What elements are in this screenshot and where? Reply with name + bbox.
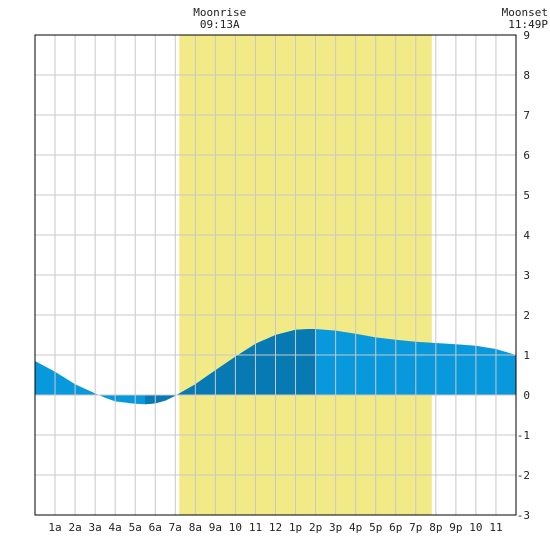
x-tick-label: 10 xyxy=(469,521,482,534)
y-tick-label: 6 xyxy=(523,149,530,162)
x-tick-label: 4p xyxy=(349,521,362,534)
x-tick-label: 2p xyxy=(309,521,322,534)
x-tick-label: 1p xyxy=(289,521,302,534)
grid-layer xyxy=(35,35,516,515)
plot-border xyxy=(34,34,517,516)
y-tick-label: 2 xyxy=(523,309,530,322)
x-tick-label: 8p xyxy=(429,521,442,534)
x-tick-label: 1a xyxy=(48,521,61,534)
x-tick-label: 10 xyxy=(229,521,242,534)
x-tick-label: 3a xyxy=(89,521,102,534)
x-tick-label: 9p xyxy=(449,521,462,534)
y-tick-label: -3 xyxy=(517,509,530,522)
x-tick-label: 4a xyxy=(109,521,122,534)
x-tick-label: 9a xyxy=(209,521,222,534)
x-tick-label: 5p xyxy=(369,521,382,534)
y-tick-labels: -3 -2 -1 0 1 2 3 4 5 6 7 8 9 xyxy=(517,29,531,522)
x-tick-label: 5a xyxy=(129,521,142,534)
x-tick-label: 7a xyxy=(169,521,182,534)
x-tick-label: 7p xyxy=(409,521,422,534)
annotation-label-2: Moonset xyxy=(502,6,548,19)
y-tick-label: 3 xyxy=(523,269,530,282)
x-tick-labels: 1a 2a 3a 4a 5a 6a 7a 8a 9a 10 11 12 1p 2p 3p 4p 5p 6p 7p 8p… xyxy=(48,521,502,534)
y-tick-label: 7 xyxy=(523,109,530,122)
y-tick-label: 9 xyxy=(523,29,530,42)
x-tick-label: 6p xyxy=(389,521,402,534)
x-tick-label: 11 xyxy=(489,521,502,534)
y-tick-label: -1 xyxy=(517,429,530,442)
x-tick-label: 11 xyxy=(249,521,262,534)
y-tick-label: -2 xyxy=(517,469,530,482)
y-tick-label: 8 xyxy=(523,69,530,82)
y-tick-label: 0 xyxy=(523,389,530,402)
annotation-time-1: 09:13A xyxy=(200,18,240,31)
x-tick-label: 6a xyxy=(149,521,162,534)
x-tick-label: 3p xyxy=(329,521,342,534)
annotation-label-1: Moonrise xyxy=(193,6,246,19)
y-tick-label: 5 xyxy=(523,189,530,202)
annotation-time-2: 11:49P xyxy=(508,18,548,31)
x-tick-label: 8a xyxy=(189,521,202,534)
x-tick-label: 2a xyxy=(68,521,81,534)
y-tick-label: 4 xyxy=(523,229,530,242)
y-tick-label: 1 xyxy=(523,349,530,362)
x-tick-label: 12 xyxy=(269,521,282,534)
